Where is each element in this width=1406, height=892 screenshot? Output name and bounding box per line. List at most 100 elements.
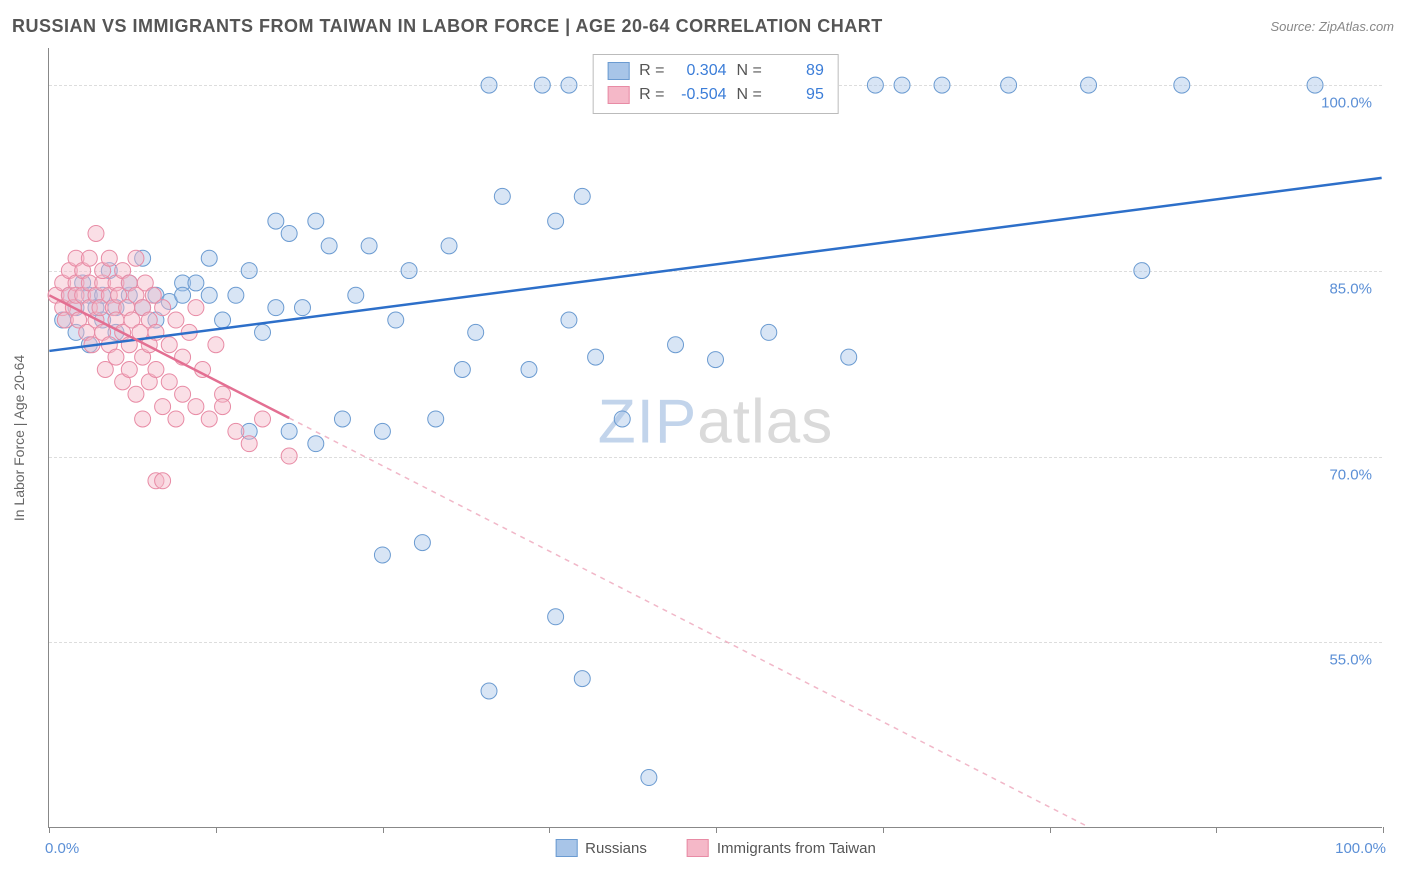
x-tick: [1216, 827, 1217, 833]
data-point: [88, 225, 104, 241]
title-bar: RUSSIAN VS IMMIGRANTS FROM TAIWAN IN LAB…: [12, 16, 1394, 37]
data-point: [168, 411, 184, 427]
data-point: [441, 238, 457, 254]
data-point: [428, 411, 444, 427]
plot-area: In Labor Force | Age 20-64 55.0%70.0%85.…: [48, 48, 1382, 828]
data-point: [255, 411, 271, 427]
data-point: [228, 287, 244, 303]
data-point: [108, 349, 124, 365]
data-point: [155, 300, 171, 316]
data-point: [188, 300, 204, 316]
data-point: [215, 399, 231, 415]
data-point: [348, 287, 364, 303]
data-point: [561, 312, 577, 328]
data-point: [175, 287, 191, 303]
data-point: [295, 300, 311, 316]
swatch-russians-icon: [555, 839, 577, 857]
data-point: [1001, 77, 1017, 93]
data-point: [161, 374, 177, 390]
data-point: [1174, 77, 1190, 93]
data-point: [614, 411, 630, 427]
legend-label-russians: Russians: [585, 840, 647, 857]
data-point: [268, 213, 284, 229]
data-point: [361, 238, 377, 254]
data-point: [175, 386, 191, 402]
data-point: [241, 263, 257, 279]
source-attribution: Source: ZipAtlas.com: [1270, 19, 1394, 34]
n-value-russians: 89: [772, 59, 824, 83]
swatch-taiwan: [607, 86, 629, 104]
data-point: [1081, 77, 1097, 93]
data-point: [215, 312, 231, 328]
x-tick: [1050, 827, 1051, 833]
x-tick: [549, 827, 550, 833]
x-tick: [49, 827, 50, 833]
data-point: [281, 448, 297, 464]
x-tick: [383, 827, 384, 833]
data-point: [255, 324, 271, 340]
r-label: R =: [639, 59, 664, 83]
data-point: [321, 238, 337, 254]
x-tick: [883, 827, 884, 833]
x-axis-min-label: 0.0%: [45, 840, 79, 857]
data-point: [101, 250, 117, 266]
chart-container: RUSSIAN VS IMMIGRANTS FROM TAIWAN IN LAB…: [0, 0, 1406, 892]
y-axis-title: In Labor Force | Age 20-64: [11, 354, 27, 520]
data-point: [168, 312, 184, 328]
data-point: [454, 362, 470, 378]
legend-item-taiwan: Immigrants from Taiwan: [687, 839, 876, 857]
data-point: [155, 399, 171, 415]
regression-line-extrapolated: [289, 418, 1088, 827]
data-point: [468, 324, 484, 340]
data-point: [155, 473, 171, 489]
data-point: [121, 362, 137, 378]
n-value-taiwan: 95: [772, 83, 824, 107]
data-point: [268, 300, 284, 316]
x-tick: [1383, 827, 1384, 833]
data-point: [641, 770, 657, 786]
data-point: [308, 213, 324, 229]
data-point: [894, 77, 910, 93]
legend-item-russians: Russians: [555, 839, 647, 857]
r-label: R =: [639, 83, 664, 107]
r-value-taiwan: -0.504: [675, 83, 727, 107]
legend-label-taiwan: Immigrants from Taiwan: [717, 840, 876, 857]
r-value-russians: 0.304: [675, 59, 727, 83]
swatch-taiwan-icon: [687, 839, 709, 857]
data-point: [574, 188, 590, 204]
data-point: [281, 423, 297, 439]
data-point: [148, 362, 164, 378]
data-point: [521, 362, 537, 378]
data-point: [135, 411, 151, 427]
data-point: [201, 287, 217, 303]
data-point: [161, 337, 177, 353]
data-point: [388, 312, 404, 328]
data-point: [128, 250, 144, 266]
legend-row-russians: R = 0.304 N = 89: [607, 59, 824, 83]
x-tick: [216, 827, 217, 833]
data-point: [934, 77, 950, 93]
data-point: [208, 337, 224, 353]
x-tick: [716, 827, 717, 833]
swatch-russians: [607, 62, 629, 80]
chart-title: RUSSIAN VS IMMIGRANTS FROM TAIWAN IN LAB…: [12, 16, 883, 37]
data-point: [374, 547, 390, 563]
data-point: [561, 77, 577, 93]
data-point: [548, 213, 564, 229]
series-legend: Russians Immigrants from Taiwan: [555, 839, 876, 857]
data-point: [241, 436, 257, 452]
plot-svg: [49, 48, 1382, 827]
data-point: [761, 324, 777, 340]
data-point: [188, 399, 204, 415]
data-point: [494, 188, 510, 204]
regression-line: [49, 295, 289, 418]
data-point: [588, 349, 604, 365]
data-point: [534, 77, 550, 93]
data-point: [1307, 77, 1323, 93]
data-point: [481, 683, 497, 699]
x-axis-max-label: 100.0%: [1335, 840, 1386, 857]
legend-row-taiwan: R = -0.504 N = 95: [607, 83, 824, 107]
data-point: [374, 423, 390, 439]
data-point: [414, 535, 430, 551]
data-point: [308, 436, 324, 452]
